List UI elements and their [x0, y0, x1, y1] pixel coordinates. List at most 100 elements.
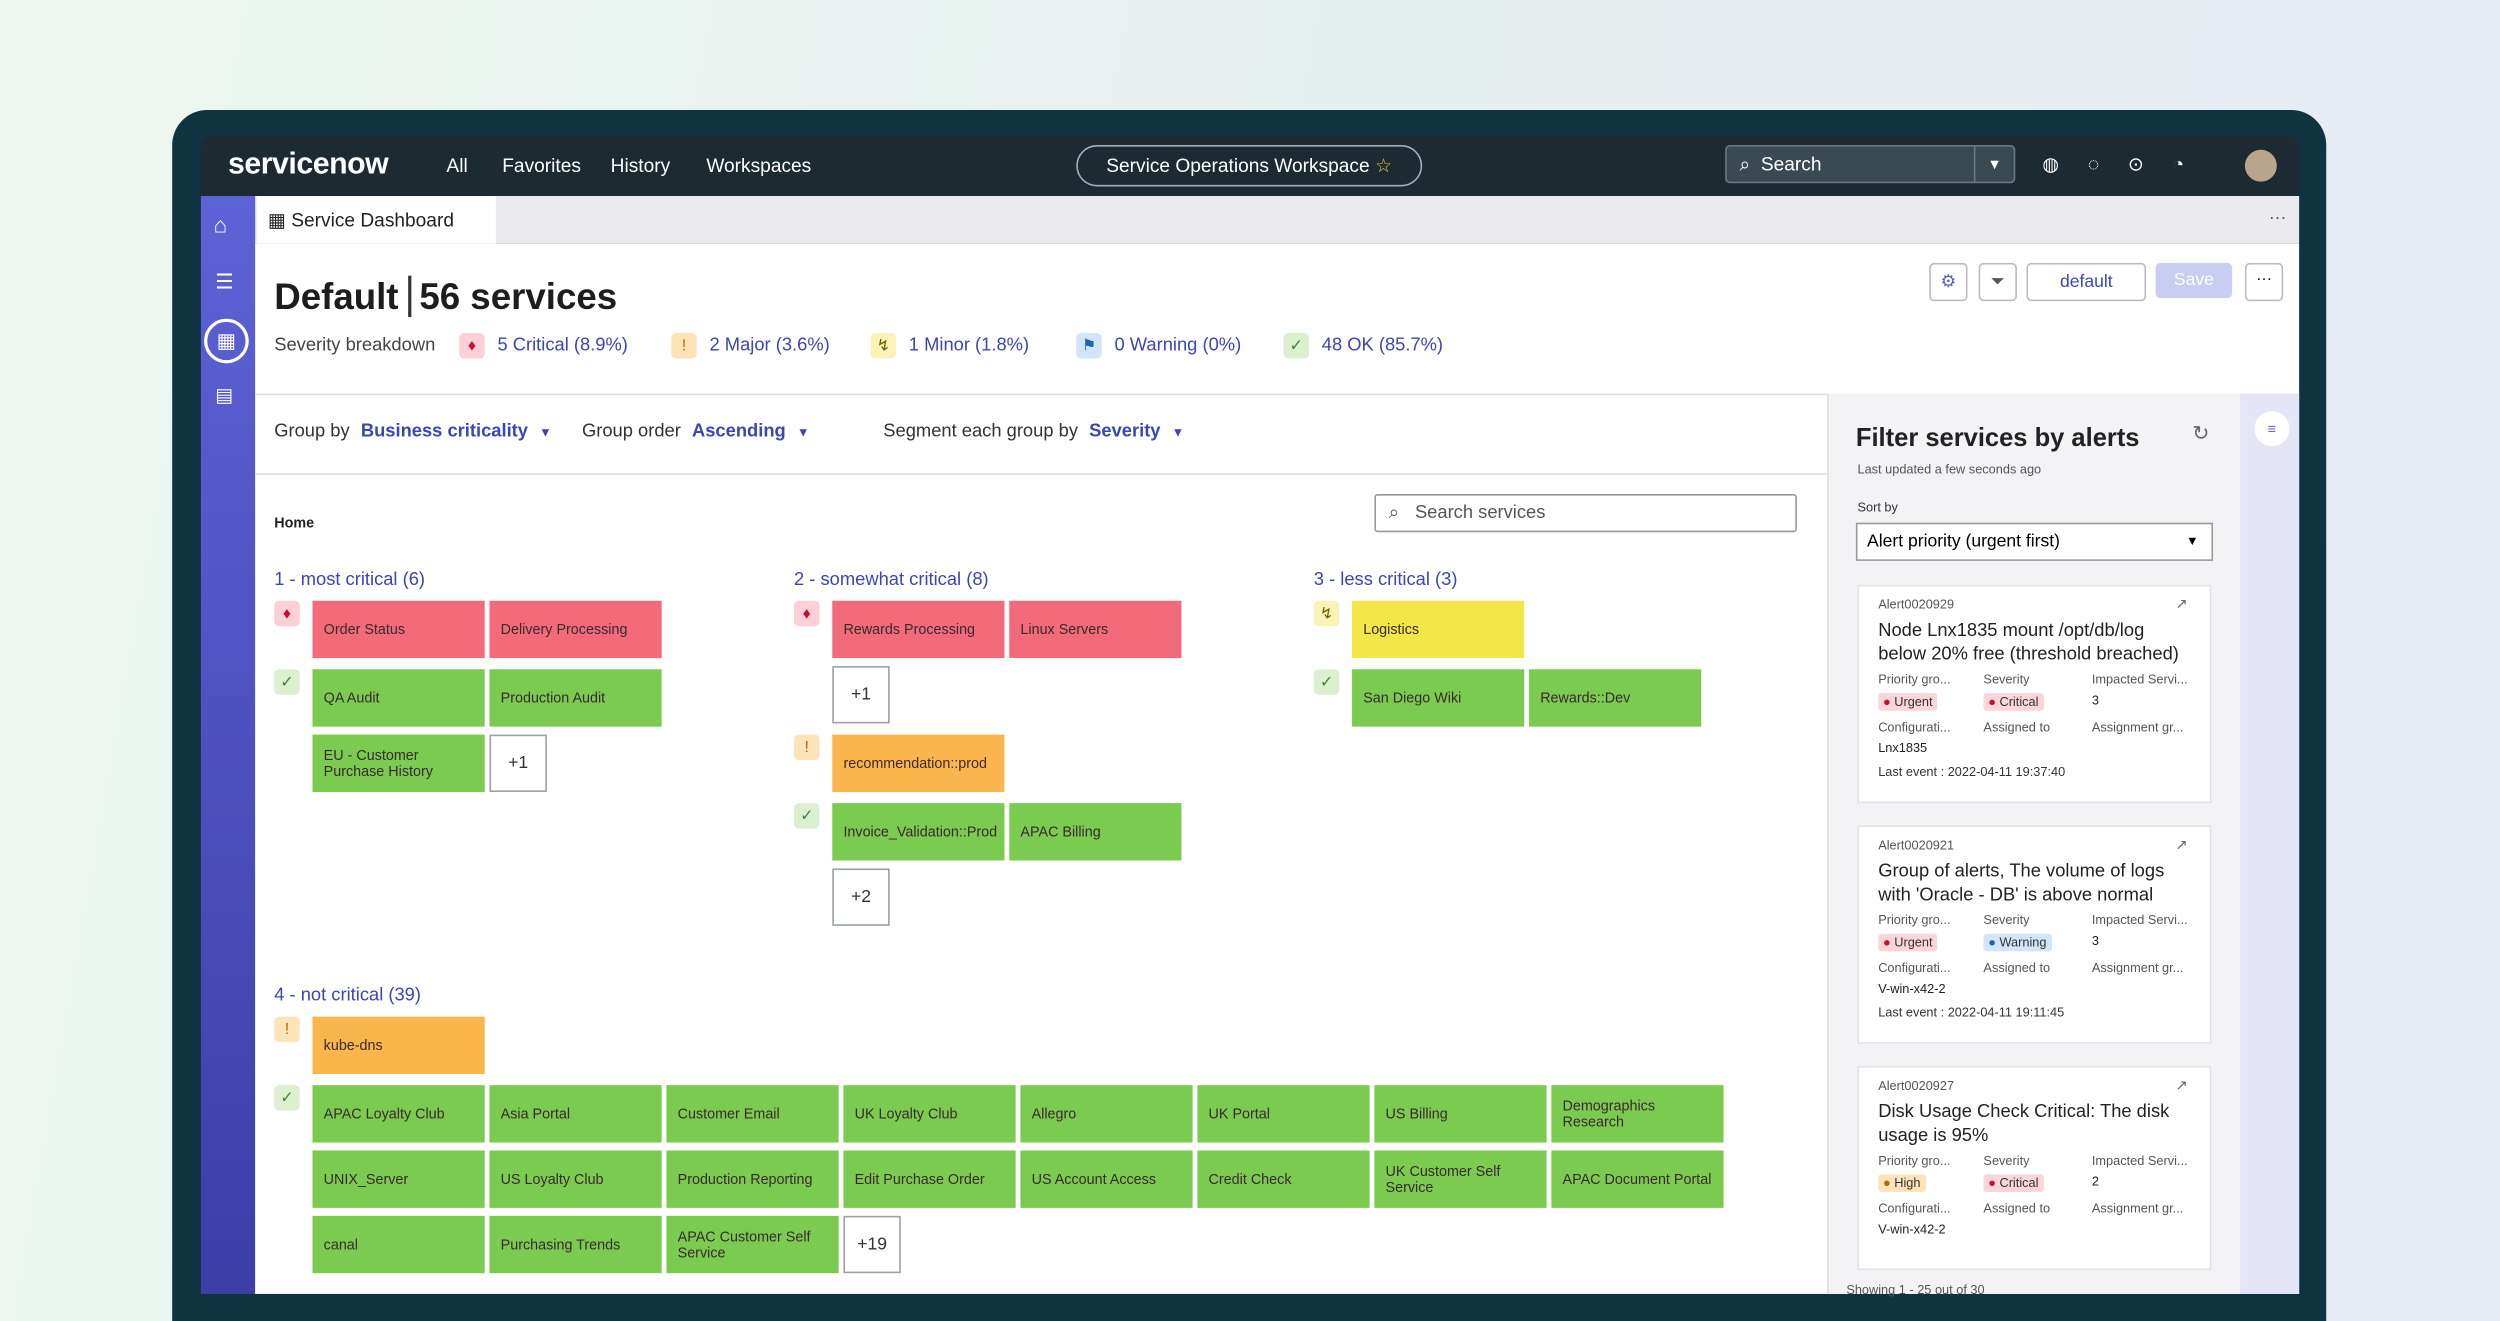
service-tile[interactable]: APAC Billing [1009, 803, 1182, 861]
severity-item[interactable]: ✓ 48 OK (85.7%) [1283, 333, 1444, 359]
service-tile[interactable]: UK Customer Self Service [1374, 1150, 1547, 1208]
save-button[interactable]: Save [2155, 262, 2233, 298]
tile-grid: Order Status Delivery Processing [312, 600, 662, 659]
group-title[interactable]: 1 - most critical (6) [274, 570, 426, 590]
service-tile[interactable]: Edit Purchase Order [843, 1150, 1016, 1208]
field-label: Assigned to [1983, 960, 2051, 976]
field-value: V-win-x42-2 [1878, 981, 1946, 996]
nav-item[interactable]: Favorites [502, 154, 581, 177]
alert-card[interactable]: Alert0020921 ↗ Group of alerts, The volume… [1857, 825, 2212, 1044]
service-tile[interactable]: APAC Customer Self Service [666, 1215, 839, 1274]
service-tile[interactable]: UK Portal [1197, 1085, 1370, 1143]
settings-button[interactable]: ⚙ [1929, 262, 1968, 302]
field-label: Priority gro... [1878, 913, 1951, 928]
nav-item[interactable]: History [610, 154, 671, 177]
service-tile[interactable]: recommendation::prod [832, 734, 1005, 792]
service-tile[interactable]: Customer Email [666, 1085, 839, 1143]
sort-select[interactable]: Alert priority (urgent first) ▼ [1855, 522, 2214, 561]
severity-icon: ♦ [274, 600, 300, 627]
alert-fields: Priority gro... ● Urgent Severity ● Critica… [1878, 672, 2191, 755]
tab-label: Service Dashboard [291, 208, 454, 232]
service-tile[interactable]: APAC Loyalty Club [312, 1085, 485, 1143]
severity-text: 0 Warning (0%) [1114, 336, 1242, 356]
service-tile[interactable]: Rewards Processing [832, 600, 1005, 659]
dashboard-icon[interactable]: ▦ [204, 318, 249, 364]
severity-icon: ! [794, 734, 820, 761]
service-tile[interactable]: QA Audit [312, 669, 485, 727]
nav-item[interactable]: Workspaces [706, 154, 812, 177]
service-tile[interactable]: US Account Access [1020, 1150, 1193, 1208]
report-icon[interactable]: ▤ [215, 384, 234, 407]
service-tile[interactable]: US Loyalty Club [489, 1150, 662, 1208]
severity-item[interactable]: ⚑ 0 Warning (0%) [1076, 333, 1242, 359]
group-title[interactable]: 4 - not critical (39) [274, 986, 421, 1006]
control[interactable]: Segment each group by Severity ▼ [883, 422, 1184, 441]
list-icon[interactable]: ☰ [215, 269, 234, 294]
service-tile[interactable]: San Diego Wiki [1352, 669, 1525, 727]
nav-item[interactable]: All [446, 154, 468, 177]
service-tile[interactable]: Allegro [1020, 1085, 1193, 1143]
avatar[interactable] [2244, 149, 2277, 182]
service-tile[interactable]: EU - Customer Purchase History [312, 734, 485, 792]
alert-field: Configurati... V-win-x42-2 [1878, 1201, 1983, 1236]
refresh-icon[interactable]: ↻ [2192, 420, 2210, 445]
more-tile[interactable]: +1 [489, 734, 547, 792]
severity-text: 48 OK (85.7%) [1321, 336, 1444, 356]
service-tile[interactable]: Credit Check [1197, 1150, 1370, 1208]
field-label: Assigned to [1983, 720, 2051, 735]
service-search[interactable]: ⌕ Search services [1374, 493, 1797, 533]
filter-button[interactable]: ⏷ [1978, 262, 2017, 302]
service-tile[interactable]: APAC Document Portal [1551, 1150, 1724, 1208]
more-tile[interactable]: +1 [832, 666, 890, 724]
group-title[interactable]: 2 - somewhat critical (8) [794, 570, 989, 590]
service-group: 1 - most critical (6) ♦ Order Status Delive… [274, 570, 662, 803]
field-label: Severity [1983, 672, 2030, 687]
control[interactable]: Group order Ascending ▼ [582, 422, 810, 441]
service-tile[interactable]: Order Status [312, 600, 485, 659]
group-title[interactable]: 3 - less critical (3) [1313, 570, 1458, 590]
nav-icons[interactable]: ◍◌⊙◔ [2042, 152, 2213, 176]
service-tile[interactable]: kube-dns [312, 1016, 485, 1075]
service-tile[interactable]: Production Reporting [666, 1150, 839, 1208]
more-tile[interactable]: +19 [843, 1215, 901, 1274]
more-tile[interactable]: +2 [832, 868, 890, 926]
page-title: Default [274, 275, 412, 318]
service-tile[interactable]: Demographics Research [1551, 1085, 1724, 1143]
alert-card[interactable]: Alert0020929 ↗ Node Lnx1835 mount /opt/db/… [1857, 584, 2212, 804]
pill: ● Critical [1983, 1174, 2044, 1192]
workspace-pill[interactable]: Service Operations Workspace ☆ [1076, 145, 1423, 187]
search-box[interactable]: ⌕ Search ▼ [1725, 145, 2016, 184]
service-tile[interactable]: Asia Portal [489, 1085, 662, 1143]
alert-field: Assigned to [1983, 1201, 2091, 1236]
tab-menu[interactable]: ··· [2268, 208, 2287, 228]
panel-toggle[interactable]: ≡ [2254, 411, 2290, 447]
service-tile[interactable]: Purchasing Trends [489, 1215, 662, 1274]
severity-item[interactable]: ♦ 5 Critical (8.9%) [459, 333, 628, 359]
service-tile[interactable]: UK Loyalty Club [843, 1085, 1016, 1143]
more-button[interactable]: ··· [2244, 262, 2284, 302]
alert-card[interactable]: Alert0020927 ↗ Disk Usage Check Critical: … [1857, 1066, 2212, 1271]
severity-item[interactable]: ! 2 Major (3.6%) [671, 333, 830, 359]
service-tile[interactable]: Delivery Processing [489, 600, 662, 659]
service-tile[interactable]: UNIX_Server [312, 1150, 485, 1208]
service-tile[interactable]: US Billing [1374, 1085, 1547, 1143]
field-value: Lnx1835 [1878, 740, 1928, 756]
last-event: Last event : 2022-04-11 19:37:40 [1878, 764, 2066, 780]
severity-item[interactable]: ↯ 1 Minor (1.8%) [870, 333, 1029, 359]
service-count: 56 services [419, 275, 618, 318]
preset-select[interactable]: default [2026, 262, 2147, 302]
alert-field: Severity ● Critical [1983, 1154, 2091, 1192]
field-label: Configurati... [1878, 960, 1951, 976]
service-tile[interactable]: Production Audit [489, 669, 662, 727]
control[interactable]: Group by Business criticality ▼ [274, 422, 552, 441]
tab[interactable]: ▦ Service Dashboard [256, 196, 496, 244]
home-icon[interactable]: ⌂ [213, 211, 228, 238]
severity-row: ↯ Logistics [1313, 600, 1701, 659]
alert-field: Assignment gr... [2092, 1201, 2197, 1236]
service-tile[interactable]: Rewards::Dev [1529, 669, 1702, 727]
service-tile[interactable]: Linux Servers [1009, 600, 1182, 659]
open-icon: ↗ [2175, 595, 2188, 612]
service-tile[interactable]: Invoice_Validation::Prod [832, 803, 1005, 861]
service-tile[interactable]: canal [312, 1215, 485, 1274]
service-tile[interactable]: Logistics [1352, 600, 1525, 659]
